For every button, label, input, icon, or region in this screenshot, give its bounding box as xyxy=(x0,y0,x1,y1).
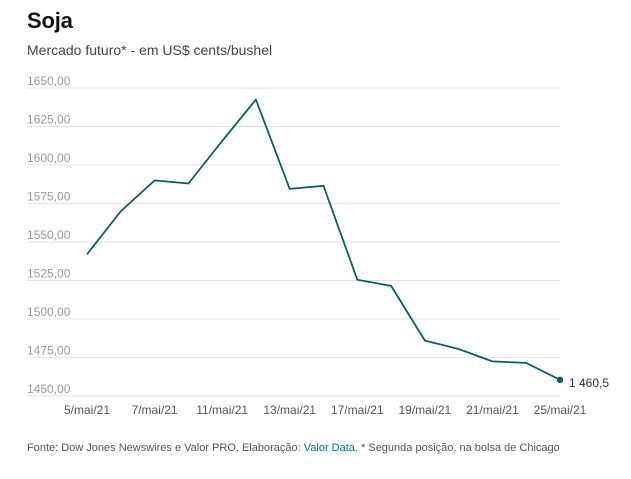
last-value-label: 1 460,5 xyxy=(569,376,609,390)
footer-suffix: . * Segunda posição, na bolsa de Chicago xyxy=(354,442,560,454)
footer-prefix: Fonte: Dow Jones Newswires e Valor PRO. … xyxy=(27,442,304,454)
last-data-point xyxy=(556,376,564,384)
valor-data-link[interactable]: Valor Data xyxy=(303,442,355,454)
grid-lines xyxy=(27,87,560,397)
series-line-soja xyxy=(86,98,561,381)
line-chart: 1650,00 1625,00 1600,00 1575,00 1550,00 1525,… xyxy=(27,74,609,417)
x-tick-label: 11/mai/21 xyxy=(196,403,248,417)
y-tick-label: 1475,00 xyxy=(27,344,71,358)
x-tick-label: 17/mai/21 xyxy=(331,403,384,417)
x-tick-label: 21/mai/21 xyxy=(466,403,519,417)
y-tick-label: 1525,00 xyxy=(27,267,71,281)
x-axis-ticks: 5/mai/21 7/mai/21 11/mai/21 13/mai/21 17/mai… xyxy=(64,403,587,417)
y-tick-label: 1450,00 xyxy=(27,382,71,396)
x-tick-label: 19/mai/21 xyxy=(399,403,452,417)
source-footer: Fonte: Dow Jones Newswires e Valor PRO. … xyxy=(27,442,560,454)
y-tick-label: 1575,00 xyxy=(27,190,71,204)
y-axis-ticks: 1650,00 1625,00 1600,00 1575,00 1550,00 1525,… xyxy=(27,74,71,396)
y-tick-label: 1550,00 xyxy=(27,228,71,242)
chart-title: Soja xyxy=(27,8,73,33)
chart-subtitle: Mercado futuro* - em US$ cents/bushel xyxy=(27,42,273,58)
y-tick-label: 1650,00 xyxy=(27,74,71,88)
y-tick-label: 1500,00 xyxy=(27,305,71,319)
y-tick-label: 1600,00 xyxy=(27,151,71,165)
x-tick-label: 25/mai/21 xyxy=(534,403,587,417)
x-tick-label: 13/mai/21 xyxy=(263,403,316,417)
x-tick-label: 5/mai/21 xyxy=(64,403,110,417)
y-tick-label: 1625,00 xyxy=(27,113,71,127)
series-layer: 1 460,5 xyxy=(86,98,609,390)
x-tick-label: 7/mai/21 xyxy=(132,403,178,417)
